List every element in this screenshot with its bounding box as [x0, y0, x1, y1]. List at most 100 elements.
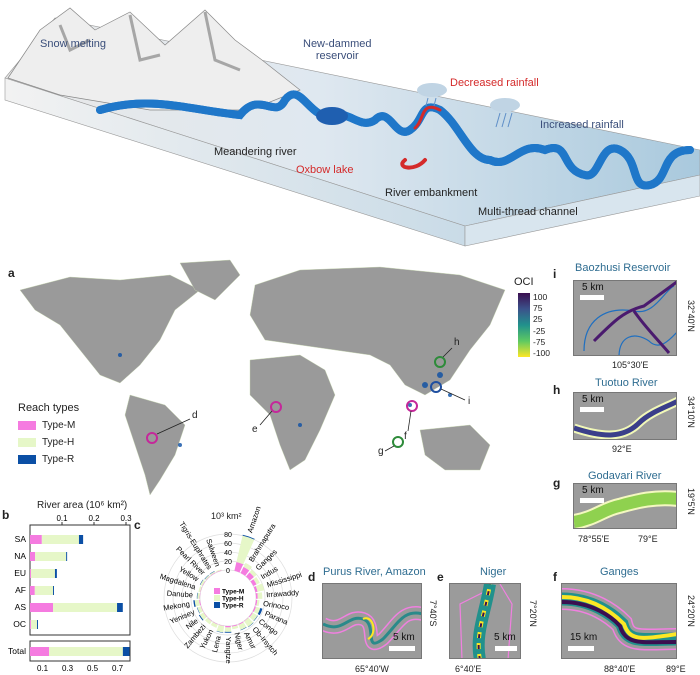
polar-bar-type-m	[246, 572, 255, 581]
total-label: Total	[8, 646, 26, 656]
polar-bar-type-r	[224, 631, 232, 633]
scale-bar	[580, 407, 604, 412]
inset-i-map: 5 km	[573, 280, 677, 356]
panel-c-unit: 10³ km²	[211, 511, 242, 521]
inset-i-lat: 32°40'N	[686, 300, 696, 332]
polar-bar-type-h	[253, 577, 260, 585]
bar-type-m-sa	[30, 535, 42, 544]
inset-g-scale: 5 km	[582, 485, 604, 496]
marker-g[interactable]	[392, 436, 404, 448]
radial-gridline	[181, 551, 275, 645]
polar-bar-type-r	[204, 574, 209, 580]
inset-f-scale: 15 km	[570, 632, 598, 643]
polar-bar-type-h	[224, 627, 232, 632]
marker-label-h: h	[454, 337, 460, 348]
inset-f-lon1: 88°40'E	[604, 664, 636, 674]
polar-bar-type-m	[238, 621, 244, 625]
inset-d-lat: 7°40'S	[428, 600, 438, 627]
marker-label-f: f	[404, 431, 407, 442]
radial-gridline	[163, 533, 293, 663]
polar-bar-type-m	[200, 606, 204, 612]
polar-bar-type-h	[194, 599, 201, 607]
polar-bar-type-r	[196, 592, 198, 599]
inset-g-lon1: 78°55'E	[578, 534, 610, 544]
river-label: Mekong	[163, 599, 191, 612]
label-river-embankment: River embankment	[385, 187, 478, 199]
label-oxbow-lake: Oxbow lake	[296, 164, 354, 176]
polar-bar-type-m	[225, 625, 231, 628]
bar-type-h-as	[53, 603, 118, 612]
polar-bar-type-h	[204, 575, 210, 581]
polar-bar-type-h	[204, 617, 212, 625]
type-r-swatch	[18, 455, 36, 464]
inset-e-title: Niger	[480, 566, 507, 578]
bar-type-r-na	[66, 552, 68, 561]
polar-bar-type-h	[253, 606, 261, 615]
bar-type-r-af	[53, 586, 54, 595]
inset-h-lat: 34°10'N	[686, 396, 696, 428]
river-label: Danube	[166, 589, 193, 600]
panel-c-label: c	[134, 518, 141, 532]
plot-frame	[29, 524, 131, 636]
polar-bar-type-h	[216, 624, 225, 633]
legend-title: Reach types	[18, 402, 80, 414]
polar-bar-type-h	[197, 606, 203, 614]
bar-type-h-sa	[41, 535, 79, 544]
inset-e-lat: 7°20'N	[528, 600, 538, 627]
marker-i[interactable]	[430, 381, 442, 393]
polar-bar-type-h	[199, 612, 207, 620]
oci-tick: 100	[533, 292, 548, 302]
polar-bar-type-h	[197, 592, 200, 599]
polar-bar-type-m	[218, 624, 225, 627]
mountain-snow-streaks	[58, 11, 241, 72]
panel-a-label: a	[8, 266, 15, 280]
polar-bar-type-r	[193, 600, 196, 607]
panel-b-xlabel: River area (10⁶ km²)	[37, 500, 128, 511]
inset-h-map: 5 km	[573, 392, 677, 440]
bar-type-m-as	[30, 603, 54, 612]
river-label: Yangtze	[224, 637, 233, 664]
legend-label: Type-H	[222, 596, 244, 603]
polar-bar-type-m	[252, 606, 257, 612]
marker-e[interactable]	[270, 401, 282, 413]
label-new-dammed-reservoir: New-dammed reservoir	[303, 38, 372, 62]
inset-f-lon2: 89°E	[666, 664, 686, 674]
polar-bar-type-h	[210, 622, 218, 628]
bar-type-h-eu	[30, 569, 55, 578]
marker-f[interactable]	[406, 400, 418, 412]
polar-bar-type-h	[198, 586, 202, 593]
polar-bar-type-r	[253, 615, 258, 622]
panel-h-label: h	[553, 383, 561, 397]
river-label: Niger	[232, 631, 245, 651]
rain-clouds	[417, 83, 520, 128]
marker-d[interactable]	[146, 432, 158, 444]
oci-title: OCI	[514, 276, 534, 288]
bar-type-h-oc	[30, 620, 38, 629]
inset-h-scale: 5 km	[582, 394, 604, 405]
bar-type-h-na	[35, 552, 67, 561]
inset-h-lon: 92°E	[612, 444, 632, 454]
legend-swatch	[214, 602, 220, 608]
bar-type-h-af	[34, 586, 54, 595]
legend-type-h: Type-H	[42, 437, 75, 448]
inset-h-title: Tuotuo River	[595, 377, 658, 389]
polar-bar-type-m	[207, 617, 213, 622]
river-polar-bar-chart: 020406080AmazonBrahmaputraGangesIndusMis…	[159, 505, 303, 664]
type-h-swatch	[18, 438, 36, 447]
inset-i-scale: 5 km	[582, 282, 604, 293]
polar-bar-type-m	[255, 593, 258, 599]
legend-type-r: Type-R	[42, 454, 75, 465]
bar-type-m-na	[30, 552, 36, 561]
greenland	[179, 259, 241, 301]
bar-type-r-eu	[54, 569, 57, 578]
marker-h[interactable]	[434, 356, 446, 368]
panel-g-label: g	[553, 476, 561, 490]
radial-tick-label: 20	[224, 559, 232, 566]
oci-colorbar	[518, 293, 530, 357]
oci-tick: -25	[533, 325, 546, 336]
polar-bar-type-h	[244, 617, 254, 627]
polar-bar-type-m	[203, 612, 208, 617]
polar-bar-type-m	[205, 576, 210, 581]
inset-d-title: Purus River, Amazon	[323, 566, 426, 578]
polar-bar-type-r	[196, 607, 200, 614]
